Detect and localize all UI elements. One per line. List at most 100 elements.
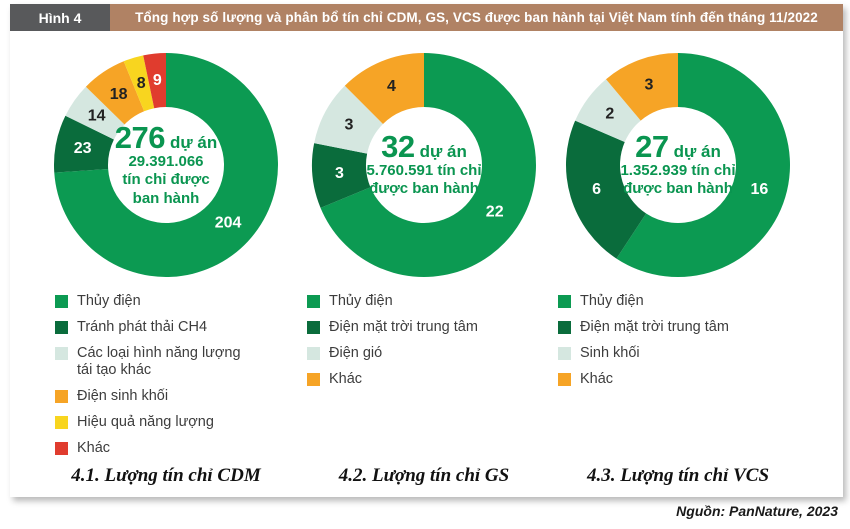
donut-center-line: được ban hành xyxy=(369,180,479,198)
donut-center-line: 29.391.066 xyxy=(128,153,204,171)
source-attribution: Nguồn: PanNature, 2023 xyxy=(676,503,838,519)
legend-swatch xyxy=(55,347,68,360)
segment-value-label: 23 xyxy=(74,140,92,157)
legend-item: Thủy điện xyxy=(307,293,478,310)
legend-swatch xyxy=(307,295,320,308)
donut-segment xyxy=(616,53,790,277)
legend-item: Sinh khối xyxy=(558,345,729,362)
legend-label: Điện mặt trời trung tâm xyxy=(329,319,478,335)
figure-number-tag: Hình 4 xyxy=(10,4,110,31)
donut-svg-gs: 22 3 3 4 xyxy=(312,53,536,277)
donut-segment xyxy=(344,53,424,124)
segment-value-label: 3 xyxy=(345,116,354,133)
donut-chart-vcs: 16 6 2 3 27 dự án 1.352.939 tín chỉ được ban… xyxy=(563,50,793,280)
legend-item: Khác xyxy=(307,371,478,388)
figure-title: Tổng hợp số lượng và phân bổ tín chỉ CDM… xyxy=(110,4,843,31)
donut-center-projects: 276 dự án xyxy=(91,122,241,153)
legend-swatch xyxy=(307,347,320,360)
legend-label: Tránh phát thải CH4 xyxy=(77,319,208,335)
donut-center-line: 5.760.591 tín chỉ xyxy=(366,162,482,180)
legend-label: Thủy điện xyxy=(77,293,141,309)
legend-label: Khác xyxy=(77,440,111,456)
chart-caption-gs: 4.2. Lượng tín chỉ GS xyxy=(338,465,510,486)
segment-value-label: 16 xyxy=(751,181,769,198)
legend-item: Điện gió xyxy=(307,345,478,362)
figure-header: Hình 4 Tổng hợp số lượng và phân bổ tín … xyxy=(10,4,843,31)
donut-segment xyxy=(314,85,383,154)
donut-segment xyxy=(575,79,641,143)
legend-swatch xyxy=(55,390,68,403)
legend-cdm: Thủy điện Tránh phát thải CH4 Các loại hìn… xyxy=(55,293,257,466)
donut-center-line: ban hành xyxy=(132,189,200,207)
legend-item: Hiệu quả năng lượng xyxy=(55,414,257,431)
legend-item: Điện mặt trời trung tâm xyxy=(558,319,729,336)
segment-value-label: 4 xyxy=(387,78,396,95)
segment-value-label: 3 xyxy=(644,77,653,94)
legend-label: Thủy điện xyxy=(329,293,393,309)
chart-caption-cdm: 4.1. Lượng tín chỉ CDM xyxy=(71,465,261,486)
legend-swatch xyxy=(307,321,320,334)
donut-segment xyxy=(123,55,155,112)
figure-panel: Hình 4 Tổng hợp số lượng và phân bổ tín … xyxy=(10,4,843,497)
legend-label: Sinh khối xyxy=(580,345,640,361)
project-count-suffix: dự án xyxy=(673,142,721,162)
donut-center: 32 dự án 5.760.591 tín chỉ được ban hành xyxy=(349,131,499,199)
legend-swatch xyxy=(55,295,68,308)
donut-svg-vcs: 16 6 2 3 xyxy=(566,53,790,277)
chart-caption-vcs: 4.3. Lượng tín chỉ VCS xyxy=(586,465,770,486)
segment-value-label: 18 xyxy=(110,86,128,103)
donut-segment xyxy=(143,53,166,109)
project-count-suffix: dự án xyxy=(169,133,218,153)
donut-center-projects: 27 dự án xyxy=(603,131,753,162)
segment-value-label: 14 xyxy=(88,108,106,125)
legend-swatch xyxy=(558,321,571,334)
legend-item: Điện sinh khối xyxy=(55,388,257,405)
legend-swatch xyxy=(55,416,68,429)
donut-center-projects: 32 dự án xyxy=(349,131,499,162)
donut-segment xyxy=(65,86,125,140)
legend-item: Thủy điện xyxy=(55,293,257,310)
donut-center-credits: 1.352.939 tín chỉ được ban hành xyxy=(603,162,753,199)
donut-center-line: 1.352.939 tín chỉ xyxy=(620,162,736,180)
donut-chart-cdm: 204 23 14 18 8 9 276 dự án 29.391.066 tín chỉ … xyxy=(51,50,281,280)
legend-item: Tránh phát thải CH4 xyxy=(55,319,257,336)
legend-swatch xyxy=(55,321,68,334)
segment-value-label: 204 xyxy=(215,215,242,232)
legend-swatch xyxy=(55,442,68,455)
segment-value-label: 2 xyxy=(605,106,614,123)
project-count: 27 xyxy=(635,129,669,165)
donut-center: 276 dự án 29.391.066 tín chỉ được ban hành xyxy=(91,122,241,208)
donut-segment xyxy=(566,120,647,259)
legend-label: Khác xyxy=(329,371,363,387)
donut-segment xyxy=(312,143,371,208)
donut-segment xyxy=(85,61,145,125)
legend-item: Điện mặt trời trung tâm xyxy=(307,319,478,336)
segment-value-label: 22 xyxy=(486,204,504,221)
legend-item: Thủy điện xyxy=(558,293,729,310)
donut-segment xyxy=(320,53,536,277)
donut-segment xyxy=(54,53,279,277)
project-count: 276 xyxy=(114,120,166,156)
figure-body: 204 23 14 18 8 9 276 dự án 29.391.066 tín chỉ … xyxy=(10,31,843,497)
legend-label: Điện mặt trời trung tâm xyxy=(580,319,729,335)
legend-label: Điện sinh khối xyxy=(77,388,169,404)
legend-label: Điện gió xyxy=(329,345,383,361)
project-count: 32 xyxy=(381,129,415,165)
legend-label: Khác xyxy=(580,371,614,387)
donut-center-line: được ban hành xyxy=(623,180,733,198)
legend-label: Hiệu quả năng lượng xyxy=(77,414,214,430)
legend-label: Thủy điện xyxy=(580,293,644,309)
legend-item: Khác xyxy=(558,371,729,388)
donut-center-credits: 29.391.066 tín chỉ được ban hành xyxy=(91,153,241,208)
legend-swatch xyxy=(307,373,320,386)
legend-item: Các loại hình năng lượng tái tạo khác xyxy=(55,345,257,379)
donut-center: 27 dự án 1.352.939 tín chỉ được ban hành xyxy=(603,131,753,199)
donut-center-credits: 5.760.591 tín chỉ được ban hành xyxy=(349,162,499,199)
donut-segment xyxy=(606,53,678,121)
segment-value-label: 9 xyxy=(153,72,162,89)
legend-item: Khác xyxy=(55,440,257,457)
donut-segment xyxy=(54,115,114,173)
legend-vcs: Thủy điện Điện mặt trời trung tâm Sinh khố… xyxy=(558,293,729,397)
project-count-suffix: dự án xyxy=(419,142,467,162)
donut-center-line: tín chỉ được xyxy=(122,171,210,189)
